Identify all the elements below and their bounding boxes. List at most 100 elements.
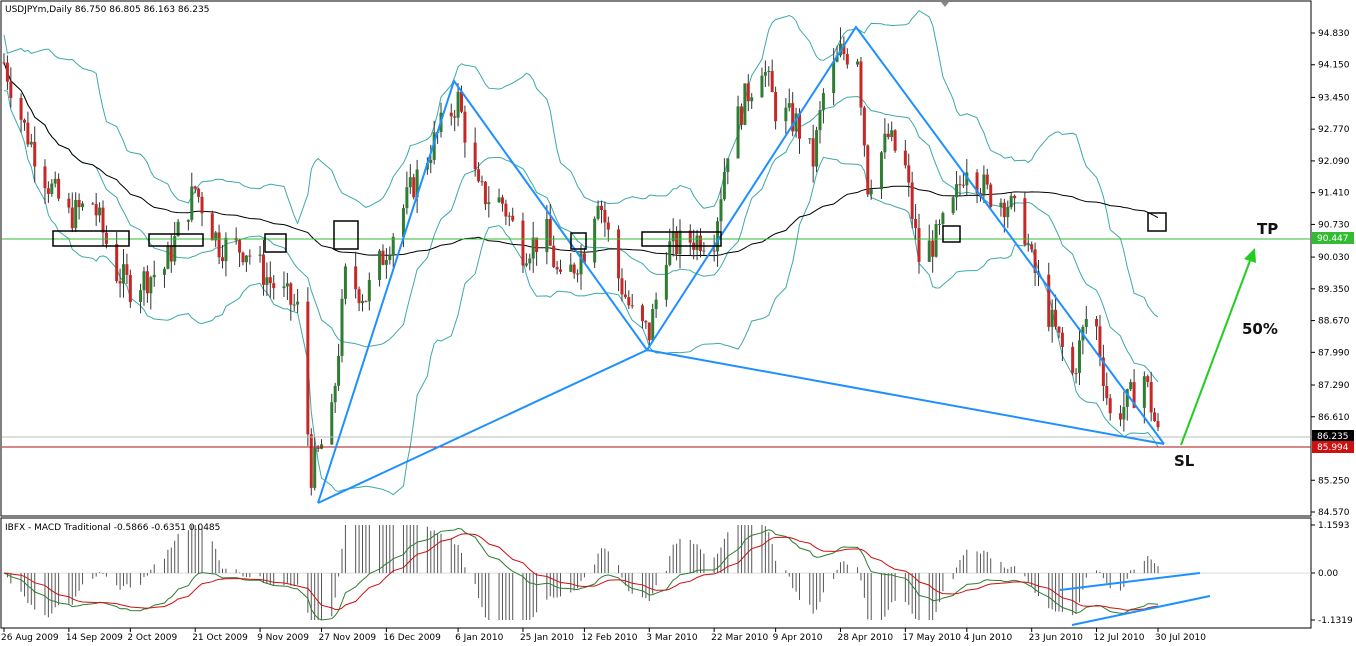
candle-body — [719, 199, 723, 222]
candle-body — [1077, 340, 1081, 373]
level-tag-green-text: 90.447 — [1317, 234, 1349, 244]
candle-body — [1142, 376, 1146, 408]
time-tick-label: 25 Jan 2010 — [520, 633, 574, 643]
candle-body — [832, 61, 836, 94]
time-tick-label: 14 Sep 2009 — [66, 633, 123, 643]
candle-body — [1101, 357, 1105, 386]
tp-label: TP — [1257, 220, 1278, 238]
candle-body — [941, 213, 945, 224]
candle-body — [364, 300, 368, 302]
candle-body — [91, 203, 95, 205]
candle-body — [1118, 413, 1122, 420]
candle-body — [1125, 389, 1129, 408]
candle-body — [678, 230, 682, 255]
candle-body — [477, 169, 481, 182]
chart-scroll-marker-icon[interactable] — [941, 2, 949, 7]
candle-body — [497, 197, 501, 203]
candle-body — [845, 54, 849, 65]
candle-body — [630, 305, 634, 307]
time-tick-label: 27 Nov 2009 — [319, 633, 377, 643]
divergence-lower-line — [1071, 595, 1211, 626]
candle-body — [453, 116, 457, 118]
symbol-header: USDJPYm,Daily 86.750 86.805 86.163 86.23… — [5, 5, 209, 15]
time-tick-label: 17 May 2010 — [902, 633, 961, 643]
time-tick-label: 2 Oct 2009 — [127, 633, 177, 643]
candle-body — [357, 289, 361, 304]
candle-body — [101, 207, 105, 233]
price-tick-label: 87.290 — [1318, 381, 1350, 391]
candle-body — [640, 305, 644, 322]
sr-box — [52, 230, 130, 247]
candle-body — [296, 301, 300, 305]
current-price-tag — [1312, 430, 1354, 442]
candle-body — [1095, 319, 1099, 327]
candle-body — [77, 199, 81, 208]
price-tick-label: 94.830 — [1318, 29, 1350, 39]
candle-body — [5, 62, 9, 82]
price-tick-label: 84.570 — [1318, 508, 1350, 518]
candle-body — [746, 83, 750, 102]
price-tick-label: 90.030 — [1318, 253, 1350, 263]
candle-body — [272, 283, 276, 289]
candle-body — [511, 215, 515, 221]
bollinger-lower — [3, 90, 1159, 496]
macd-indicator — [2, 525, 1311, 621]
time-tick-label: 9 Nov 2009 — [257, 633, 309, 643]
candle-body — [1156, 421, 1160, 428]
candle-body — [94, 204, 98, 216]
candle-body — [507, 215, 511, 217]
current-price-tag-text: 86.235 — [1317, 432, 1349, 442]
candle-body — [224, 237, 228, 262]
candle-body — [927, 240, 931, 262]
time-tick-label: 28 Apr 2010 — [837, 633, 893, 643]
time-tick-label: 12 Feb 2010 — [581, 633, 637, 643]
candle-body — [282, 286, 286, 289]
candle-body — [596, 205, 600, 219]
candle-body — [197, 188, 201, 197]
candle-body — [576, 273, 580, 275]
candle-body — [821, 93, 825, 111]
sr-box — [570, 232, 587, 250]
candle-body — [337, 355, 341, 386]
sr-box — [1147, 212, 1167, 232]
candle-body — [166, 246, 170, 269]
main-chart-frame — [0, 0, 1312, 517]
sr-box — [641, 231, 722, 247]
candle-body — [627, 297, 631, 306]
candle-body — [186, 219, 190, 222]
bollinger-middle — [3, 62, 1159, 383]
candle-body — [1074, 372, 1078, 374]
candle-body — [808, 138, 812, 140]
candle-body — [866, 145, 870, 195]
candle-body — [859, 61, 863, 108]
candle-body — [879, 152, 883, 190]
time-tick-label: 6 Jan 2010 — [455, 633, 503, 643]
price-tick-label: 94.150 — [1318, 61, 1350, 71]
candle-body — [835, 55, 839, 62]
candle-body — [360, 300, 364, 304]
candle-body — [241, 252, 245, 263]
candle-body — [401, 208, 405, 237]
candle-body — [460, 91, 464, 112]
candle-body — [1132, 382, 1136, 408]
candle-body — [354, 266, 358, 290]
candle-body — [787, 103, 791, 108]
price-tick-label: 92.770 — [1318, 125, 1350, 135]
candle-body — [603, 209, 607, 223]
price-tick-label: 91.410 — [1318, 189, 1350, 199]
candle-body — [760, 75, 764, 98]
candle-body — [958, 184, 962, 186]
macd-header: IBFX - MACD Traditional -0.5866 -0.6351 … — [5, 523, 220, 533]
sr-box — [942, 225, 961, 243]
candle-body — [391, 236, 395, 256]
candle-body — [893, 130, 897, 151]
candle-body — [774, 92, 778, 122]
candle-body — [26, 122, 30, 145]
candle-body — [903, 150, 907, 166]
candle-body — [33, 141, 37, 167]
candle-body — [617, 229, 621, 279]
candle-body — [292, 304, 296, 306]
candle-body — [480, 181, 484, 183]
candle-body — [483, 181, 487, 205]
candle-body — [169, 246, 173, 262]
